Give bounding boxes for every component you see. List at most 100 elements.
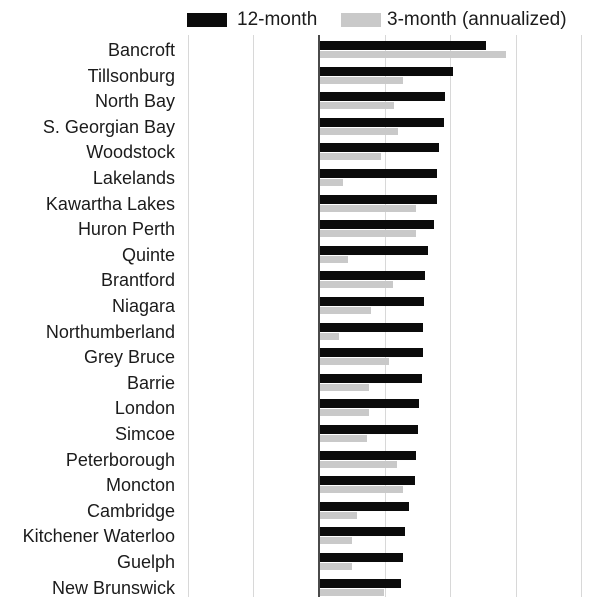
category-label: New Brunswick bbox=[51, 577, 175, 597]
category-label: Cambridge bbox=[86, 500, 175, 521]
category-label: S. Georgian Bay bbox=[42, 116, 175, 137]
category-label: Moncton bbox=[105, 475, 175, 496]
bar-12-month bbox=[320, 169, 437, 178]
bar-row: Moncton bbox=[0, 476, 612, 502]
bar-12-month bbox=[320, 66, 453, 76]
bar-12-month bbox=[320, 41, 486, 50]
category-label: Quinte bbox=[121, 244, 175, 265]
gridline bbox=[385, 35, 386, 597]
bar-row: Quinte bbox=[0, 244, 612, 272]
gridline bbox=[516, 35, 517, 597]
category-label: Huron Perth bbox=[77, 219, 175, 240]
category-label: Niagara bbox=[111, 296, 175, 316]
bar-12-month bbox=[320, 220, 434, 230]
category-label: Northumberland bbox=[45, 321, 175, 342]
bar-3-month bbox=[320, 383, 369, 391]
bar-row: Grey Bruce bbox=[0, 348, 612, 374]
bar-row: Niagara bbox=[0, 297, 612, 323]
bar-3-month bbox=[320, 230, 416, 238]
bar-12-month bbox=[320, 143, 439, 153]
category-label: Bancroft bbox=[107, 40, 175, 60]
bar-3-month bbox=[320, 102, 394, 110]
bar-row: S. Georgian Bay bbox=[0, 116, 612, 144]
bar-row: Huron Perth bbox=[0, 220, 612, 246]
bar-row: Peterborough bbox=[0, 449, 612, 477]
category-label: Kawartha Lakes bbox=[45, 193, 175, 214]
category-label: Guelph bbox=[116, 552, 175, 572]
bar-3-month bbox=[320, 255, 348, 263]
bar-row: London bbox=[0, 399, 612, 425]
bar-12-month bbox=[320, 425, 418, 434]
gridline bbox=[450, 35, 451, 597]
bar-12-month bbox=[320, 92, 445, 102]
bar-3-month bbox=[320, 460, 397, 468]
bar-3-month bbox=[320, 588, 384, 596]
category-label: Peterborough bbox=[65, 449, 175, 470]
bar-row: North Bay bbox=[0, 92, 612, 118]
bar-row: Brantford bbox=[0, 271, 612, 297]
legend-label-3-month: 3-month (annualized) bbox=[387, 9, 567, 30]
bar-chart: Bancroft Tillsonburg North Bay S. Georgian … bbox=[0, 35, 612, 597]
bar-row: Lakelands bbox=[0, 169, 612, 195]
bar-3-month bbox=[320, 153, 381, 161]
bar-row: Cambridge bbox=[0, 500, 612, 528]
bar-row: Guelph bbox=[0, 553, 612, 579]
bar-3-month bbox=[320, 51, 506, 58]
bar-row: Woodstock bbox=[0, 143, 612, 169]
category-label: Brantford bbox=[100, 270, 175, 291]
bar-3-month bbox=[320, 307, 371, 314]
bar-12-month bbox=[320, 194, 437, 204]
zero-axis-line bbox=[318, 35, 320, 597]
bar-12-month bbox=[320, 450, 416, 460]
bar-12-month bbox=[320, 348, 423, 358]
category-label: Barrie bbox=[126, 372, 175, 393]
gridline bbox=[581, 35, 582, 597]
bar-3-month bbox=[320, 563, 352, 570]
bar-row: New Brunswick bbox=[0, 577, 612, 597]
category-label: North Bay bbox=[94, 91, 175, 112]
bar-12-month bbox=[320, 297, 424, 306]
bar-3-month bbox=[320, 179, 343, 186]
legend-label-12-month: 12-month bbox=[237, 9, 318, 30]
category-label: Kitchener Waterloo bbox=[22, 526, 175, 547]
bar-row: Tillsonburg bbox=[0, 65, 612, 93]
bar-3-month bbox=[320, 204, 416, 212]
chart-legend: 12-month 3-month (annualized) bbox=[0, 0, 612, 34]
bar-12-month bbox=[320, 501, 409, 511]
gridline bbox=[253, 35, 254, 597]
category-label: Woodstock bbox=[86, 142, 175, 163]
bar-row: Kitchener Waterloo bbox=[0, 527, 612, 553]
bar-3-month bbox=[320, 511, 357, 519]
category-label: Grey Bruce bbox=[83, 347, 175, 368]
bar-12-month bbox=[320, 373, 422, 383]
bar-row: Northumberland bbox=[0, 321, 612, 349]
bar-3-month bbox=[320, 76, 403, 84]
bar-12-month bbox=[320, 578, 401, 588]
bar-row: Barrie bbox=[0, 372, 612, 400]
bar-3-month bbox=[320, 127, 398, 135]
category-label: London bbox=[114, 398, 175, 419]
bar-12-month bbox=[320, 322, 423, 332]
gridline bbox=[188, 35, 189, 597]
bar-3-month bbox=[320, 537, 352, 545]
bar-12-month bbox=[320, 527, 405, 537]
bar-12-month bbox=[320, 553, 403, 562]
bar-row: Bancroft bbox=[0, 41, 612, 67]
bar-3-month bbox=[320, 409, 369, 417]
bar-3-month bbox=[320, 332, 339, 340]
bar-12-month bbox=[320, 476, 415, 486]
bar-3-month bbox=[320, 281, 393, 289]
category-label: Tillsonburg bbox=[87, 65, 175, 86]
bar-row: Kawartha Lakes bbox=[0, 193, 612, 221]
bar-3-month bbox=[320, 435, 367, 442]
bar-row: Simcoe bbox=[0, 425, 612, 451]
category-label: Lakelands bbox=[92, 168, 175, 188]
bar-3-month bbox=[320, 358, 389, 366]
bar-12-month bbox=[320, 399, 419, 409]
legend-swatch-3-month-icon bbox=[341, 13, 381, 27]
category-label: Simcoe bbox=[114, 424, 175, 444]
legend-swatch-12-month-icon bbox=[187, 13, 227, 27]
bar-12-month bbox=[320, 117, 444, 127]
bar-3-month bbox=[320, 486, 403, 494]
